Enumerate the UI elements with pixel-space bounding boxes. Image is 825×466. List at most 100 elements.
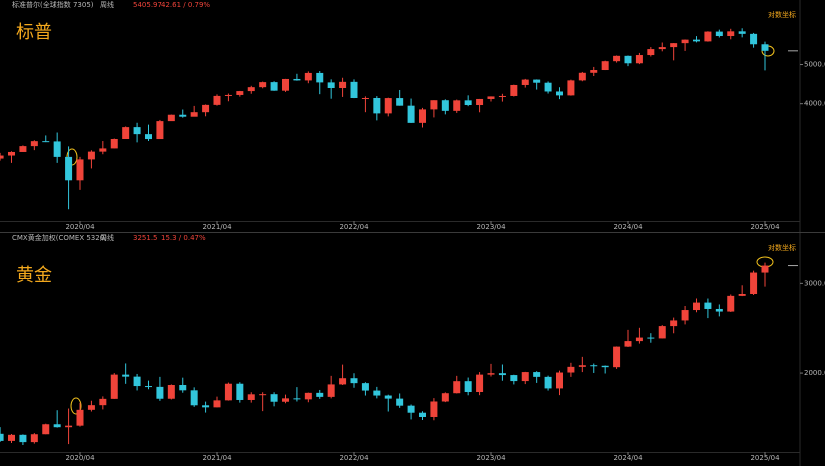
candle-body: [213, 400, 221, 408]
x-tick-label: 2025/04: [750, 454, 780, 462]
candle-body: [727, 31, 735, 37]
candle-body: [293, 398, 301, 400]
candle-body: [727, 295, 735, 312]
x-tick-label: 2023/04: [476, 223, 506, 231]
candle-body: [419, 412, 426, 417]
candle-body: [498, 95, 506, 97]
candle-body: [76, 409, 84, 426]
x-tick-label: 2023/04: [476, 454, 506, 462]
candle-body: [761, 44, 769, 51]
candle-body: [476, 374, 484, 393]
last-price: 5405.97: [133, 1, 162, 9]
candle-body: [441, 100, 449, 111]
candle-body: [0, 433, 4, 441]
candle-body: [647, 49, 655, 56]
y-tick-label: 4000.00: [804, 100, 825, 108]
candle-body: [247, 87, 255, 92]
candle-body: [750, 33, 758, 45]
candle-body: [122, 374, 130, 377]
candle-body: [316, 392, 324, 397]
scale-label: 对数坐标: [768, 243, 796, 252]
x-tick-label: 2020/04: [65, 454, 95, 462]
candle-body: [8, 434, 15, 441]
candle-body: [453, 100, 461, 111]
candle-body: [407, 105, 415, 123]
candle-body: [53, 141, 61, 157]
candle-body: [635, 55, 643, 64]
candle-body: [647, 337, 655, 339]
candle-body: [670, 320, 678, 327]
panel-title: 黄金: [16, 265, 52, 286]
candle-body: [361, 383, 369, 391]
candle-body: [87, 405, 95, 410]
instrument-name: CMX黄金加权(COMEX 5320): [12, 233, 107, 242]
candle-body: [167, 114, 175, 122]
candle-body: [304, 72, 312, 81]
candle-body: [567, 80, 575, 96]
candle-body: [464, 381, 472, 393]
candle-body: [373, 97, 381, 114]
candle-body: [715, 31, 723, 37]
candle-body: [350, 378, 358, 384]
candle-body: [556, 91, 563, 96]
candle-body: [464, 100, 472, 106]
period-selector: 周线: [100, 233, 114, 242]
candle-body: [202, 405, 210, 408]
candle-body: [396, 98, 404, 106]
candle-body: [8, 151, 15, 156]
candle-body: [567, 366, 575, 373]
candle-body: [533, 79, 541, 83]
candle-body: [133, 376, 141, 387]
candle-body: [19, 146, 27, 152]
candle-body: [270, 82, 278, 91]
x-tick-label: 2024/04: [613, 223, 643, 231]
candle-body: [327, 82, 335, 89]
candle-body: [350, 81, 358, 98]
price-change: 42.61 / 0.79%: [161, 1, 210, 9]
y-tick-label: 3000.0: [804, 279, 825, 287]
candle-body: [110, 374, 118, 399]
candle-body: [190, 390, 198, 406]
candle-body: [510, 375, 518, 382]
candle-body: [738, 31, 746, 34]
candle-body: [87, 151, 95, 160]
candle-body: [693, 39, 700, 42]
x-tick-label: 2021/04: [202, 454, 232, 462]
candle-body: [110, 138, 118, 149]
candle-body: [578, 365, 586, 367]
candle-body: [76, 159, 84, 181]
candle-body: [224, 94, 232, 96]
candle-body: [578, 72, 586, 81]
candle-body: [122, 127, 130, 139]
candle-body: [259, 394, 267, 396]
candle-body: [145, 386, 152, 388]
candle-body: [681, 39, 689, 44]
price-change: 15.3 / 0.47%: [161, 234, 206, 242]
period-selector: 周线: [100, 0, 114, 9]
candle-body: [179, 114, 187, 117]
candle-body: [590, 70, 598, 73]
candle-body: [556, 372, 563, 389]
candle-body: [510, 84, 518, 96]
panel-title: 标普: [16, 22, 52, 43]
instrument-name: 标准普尔(全球指数 7305): [12, 0, 94, 9]
candle-body: [213, 95, 221, 105]
candle-body: [270, 394, 278, 402]
candle-body: [339, 378, 347, 385]
candle-body: [670, 43, 678, 48]
x-tick-label: 2022/04: [339, 223, 369, 231]
x-tick-label: 2024/04: [613, 454, 643, 462]
x-tick-label: 2025/04: [750, 223, 780, 231]
candle-body: [715, 308, 723, 312]
candle-body: [396, 398, 404, 406]
candle-body: [190, 112, 198, 117]
candle-body: [624, 341, 632, 347]
candle-body: [282, 398, 289, 402]
candle-body: [30, 434, 38, 443]
candle-body: [42, 141, 50, 143]
candle-body: [65, 425, 73, 428]
candle-body: [419, 109, 426, 123]
candle-body: [0, 155, 4, 159]
candle-body: [681, 310, 689, 321]
